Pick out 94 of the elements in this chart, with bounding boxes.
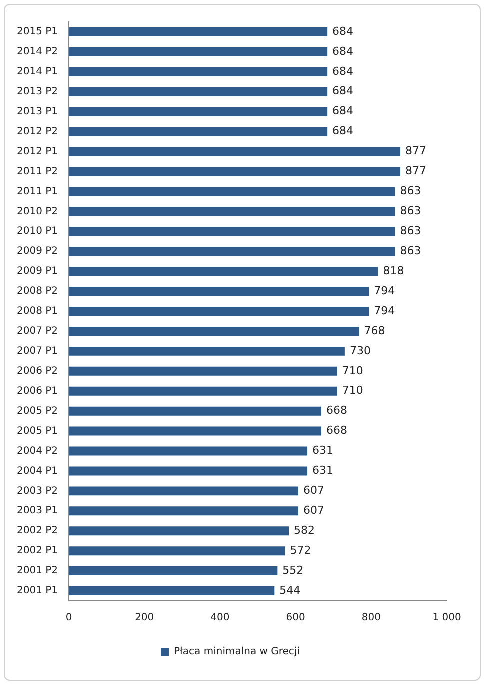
bar [69, 267, 378, 276]
bar [69, 366, 338, 376]
data-label: 794 [374, 304, 396, 318]
data-label: 863 [400, 244, 422, 258]
data-label: 877 [406, 144, 427, 158]
data-label: 684 [332, 24, 354, 38]
data-label: 668 [326, 404, 348, 418]
data-label: 684 [332, 104, 354, 118]
bar [69, 67, 328, 76]
bar [69, 47, 328, 56]
y-tick-label: 2006 P1 [16, 386, 58, 397]
bar [69, 446, 308, 456]
y-tick-label: 2001 P1 [16, 586, 58, 597]
bar [69, 107, 328, 116]
bar [69, 87, 328, 96]
bar [69, 466, 308, 476]
y-tick-label: 2009 P1 [16, 266, 58, 278]
y-tick-label: 2005 P2 [16, 406, 58, 417]
bar [69, 546, 286, 556]
bar [69, 147, 401, 156]
data-label: 631 [312, 464, 334, 478]
x-tick-label: 1 000 [432, 612, 462, 624]
data-label: 684 [332, 84, 354, 98]
y-tick-label: 2012 P2 [16, 126, 58, 138]
bar [69, 27, 328, 36]
x-tick-label: 800 [362, 612, 381, 624]
data-label: 863 [400, 184, 422, 198]
bar [69, 426, 322, 436]
bar [69, 526, 290, 536]
y-tick-label: 2001 P2 [16, 566, 58, 577]
bar [69, 227, 396, 236]
x-tick-label: 0 [66, 612, 72, 624]
y-tick-label: 2011 P2 [16, 166, 58, 178]
bar [69, 187, 396, 196]
y-tick-label: 2014 P1 [16, 66, 58, 78]
x-tick-label: 600 [286, 612, 306, 624]
bar [69, 486, 298, 496]
bar [69, 247, 396, 256]
data-label: 818 [383, 264, 404, 278]
data-label: 668 [326, 424, 348, 438]
data-label: 710 [342, 384, 364, 398]
y-tick-label: 2012 P1 [16, 146, 58, 158]
data-label: 552 [282, 564, 304, 577]
y-tick-label: 2007 P2 [16, 326, 58, 338]
bar [69, 326, 360, 336]
bar [69, 207, 396, 216]
data-label: 607 [303, 504, 324, 518]
y-tick-label: 2002 P1 [16, 546, 58, 557]
bar [69, 586, 275, 596]
data-label: 607 [303, 484, 324, 498]
y-tick-label: 2002 P2 [16, 526, 58, 537]
y-tick-label: 2003 P2 [16, 486, 58, 497]
bar [69, 506, 298, 516]
data-label: 684 [332, 44, 354, 58]
y-tick-label: 2014 P2 [16, 46, 58, 58]
bar [69, 167, 401, 176]
legend-label: Płaca minimalna w Grecji [174, 646, 300, 658]
y-tick-label: 2009 P2 [16, 246, 58, 258]
y-tick-label: 2008 P1 [16, 306, 58, 318]
y-tick-label: 2015 P1 [16, 26, 58, 38]
data-label: 582 [294, 524, 316, 537]
bar [69, 307, 370, 316]
y-tick-label: 2010 P1 [16, 226, 58, 238]
y-tick-label: 2003 P1 [16, 506, 58, 517]
data-label: 684 [332, 64, 354, 78]
bar [69, 566, 278, 576]
y-tick-label: 2007 P1 [16, 346, 58, 358]
data-label: 768 [364, 324, 386, 338]
bar [69, 406, 322, 416]
data-label: 794 [374, 284, 396, 298]
bar [69, 127, 328, 136]
data-label: 631 [312, 444, 334, 458]
y-tick-label: 2013 P2 [16, 86, 58, 98]
data-label: 544 [280, 584, 301, 597]
data-label: 730 [350, 344, 371, 358]
y-tick-label: 2011 P1 [16, 186, 58, 198]
data-label: 863 [400, 224, 422, 238]
x-tick-label: 200 [135, 612, 154, 624]
bar [69, 386, 338, 396]
y-tick-label: 2004 P2 [16, 446, 58, 457]
y-tick-label: 2010 P2 [16, 206, 58, 218]
y-tick-label: 2004 P1 [16, 466, 58, 477]
x-tick-label: 400 [210, 612, 230, 624]
data-label: 710 [342, 364, 364, 378]
data-label: 877 [406, 164, 427, 178]
bar [69, 346, 345, 356]
y-tick-label: 2005 P1 [16, 426, 58, 437]
y-tick-label: 2013 P1 [16, 106, 58, 118]
bar [69, 287, 370, 296]
data-label: 572 [290, 544, 312, 557]
y-tick-label: 2006 P2 [16, 366, 58, 377]
y-tick-label: 2008 P2 [16, 286, 58, 298]
data-label: 684 [332, 124, 354, 138]
data-label: 863 [400, 204, 422, 218]
